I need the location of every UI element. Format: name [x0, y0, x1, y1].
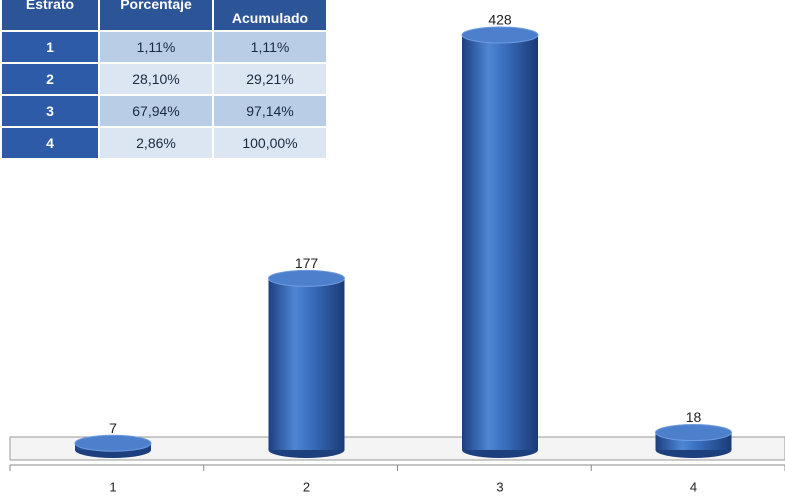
- bar: [268, 269, 345, 458]
- table-cell: 4: [2, 128, 98, 158]
- table-cell: 97,14%: [214, 96, 326, 126]
- x-tick-label: 2: [303, 479, 310, 494]
- x-tick-label: 4: [690, 479, 697, 494]
- header-cell: Porcentaje: [100, 0, 212, 30]
- value-label: 18: [686, 409, 702, 425]
- x-tick-label: 3: [496, 479, 503, 494]
- value-label: 428: [488, 12, 512, 28]
- header-cell: Acumulado: [214, 0, 326, 30]
- value-label: 7: [109, 420, 117, 436]
- table-cell: 28,10%: [100, 64, 212, 94]
- bar: [74, 434, 152, 458]
- value-label: 177: [295, 255, 319, 271]
- bar: [461, 26, 539, 458]
- table-cell: 1,11%: [100, 32, 212, 62]
- header-cell: Estrato: [2, 0, 98, 30]
- table-cell: 3: [2, 96, 98, 126]
- table-cell: 1,11%: [214, 32, 326, 62]
- table-cell: 1: [2, 32, 98, 62]
- table-cell: 29,21%: [214, 64, 326, 94]
- bar: [655, 424, 732, 458]
- table-cell: 67,94%: [100, 96, 212, 126]
- table-cell: 100,00%: [214, 128, 326, 158]
- table-cell: 2: [2, 64, 98, 94]
- table-cell: 2,86%: [100, 128, 212, 158]
- x-tick-label: 1: [109, 479, 116, 494]
- summary-table: Estrato Porcentaje Acumulado 1 1,11% 1,11% 2 28…: [0, 0, 328, 160]
